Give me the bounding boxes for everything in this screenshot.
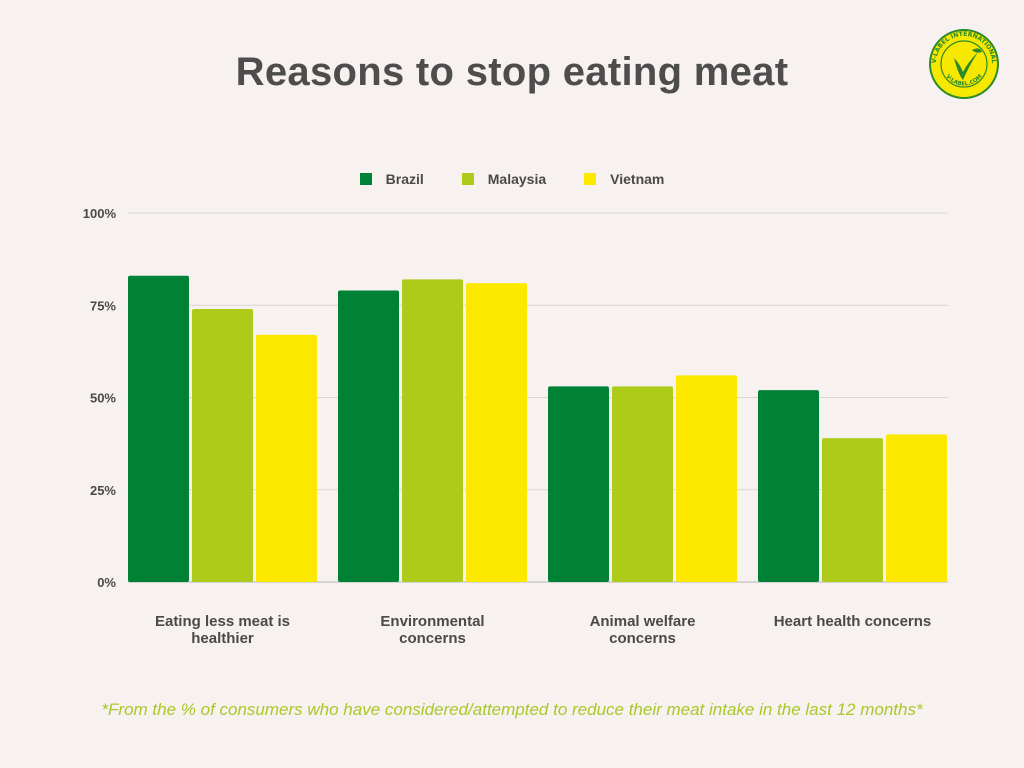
chart-legend: Brazil Malaysia Vietnam	[0, 171, 1024, 187]
x-category-label: concerns	[399, 630, 466, 647]
bar-vietnam	[676, 375, 737, 582]
y-tick-label: 25%	[90, 483, 116, 498]
legend-label-vietnam: Vietnam	[610, 171, 665, 187]
bar-vietnam	[886, 434, 947, 582]
bar-malaysia	[612, 386, 673, 582]
bar-vietnam	[256, 334, 317, 582]
bar-vietnam	[466, 283, 527, 582]
y-tick-label: 75%	[90, 298, 116, 313]
x-category-label: Animal welfare	[590, 613, 696, 630]
bar-brazil	[758, 390, 819, 582]
legend-swatch-vietnam	[584, 173, 597, 185]
v-label-logo-icon: V-LABEL INTERNATIONAL V-LABEL.COM	[929, 29, 999, 99]
footnote: *From the % of consumers who have consid…	[101, 700, 923, 719]
y-tick-label: 100%	[83, 206, 117, 221]
x-category-label: concerns	[609, 630, 676, 647]
x-category-label: healthier	[191, 630, 254, 647]
y-tick-label: 0%	[97, 575, 116, 590]
y-tick-label: 50%	[90, 391, 116, 406]
legend-item-vietnam: Vietnam	[584, 171, 664, 187]
chart-title: Reasons to stop eating meat	[235, 50, 789, 94]
bar-malaysia	[192, 308, 253, 582]
x-category-label: Heart health concerns	[774, 613, 932, 630]
x-category-label: Eating less meat is	[155, 613, 290, 630]
bar-brazil	[338, 290, 399, 582]
bar-brazil	[128, 275, 189, 582]
bar-malaysia	[402, 279, 463, 582]
legend-item-malaysia: Malaysia	[461, 171, 547, 187]
legend-label-brazil: Brazil	[385, 171, 424, 187]
legend-swatch-brazil	[359, 173, 372, 185]
legend-item-brazil: Brazil	[359, 171, 424, 187]
x-category-label: Environmental	[380, 613, 484, 630]
bar-malaysia	[822, 438, 883, 582]
bar-brazil	[548, 386, 609, 582]
legend-label-malaysia: Malaysia	[487, 171, 547, 187]
legend-swatch-malaysia	[461, 173, 474, 185]
